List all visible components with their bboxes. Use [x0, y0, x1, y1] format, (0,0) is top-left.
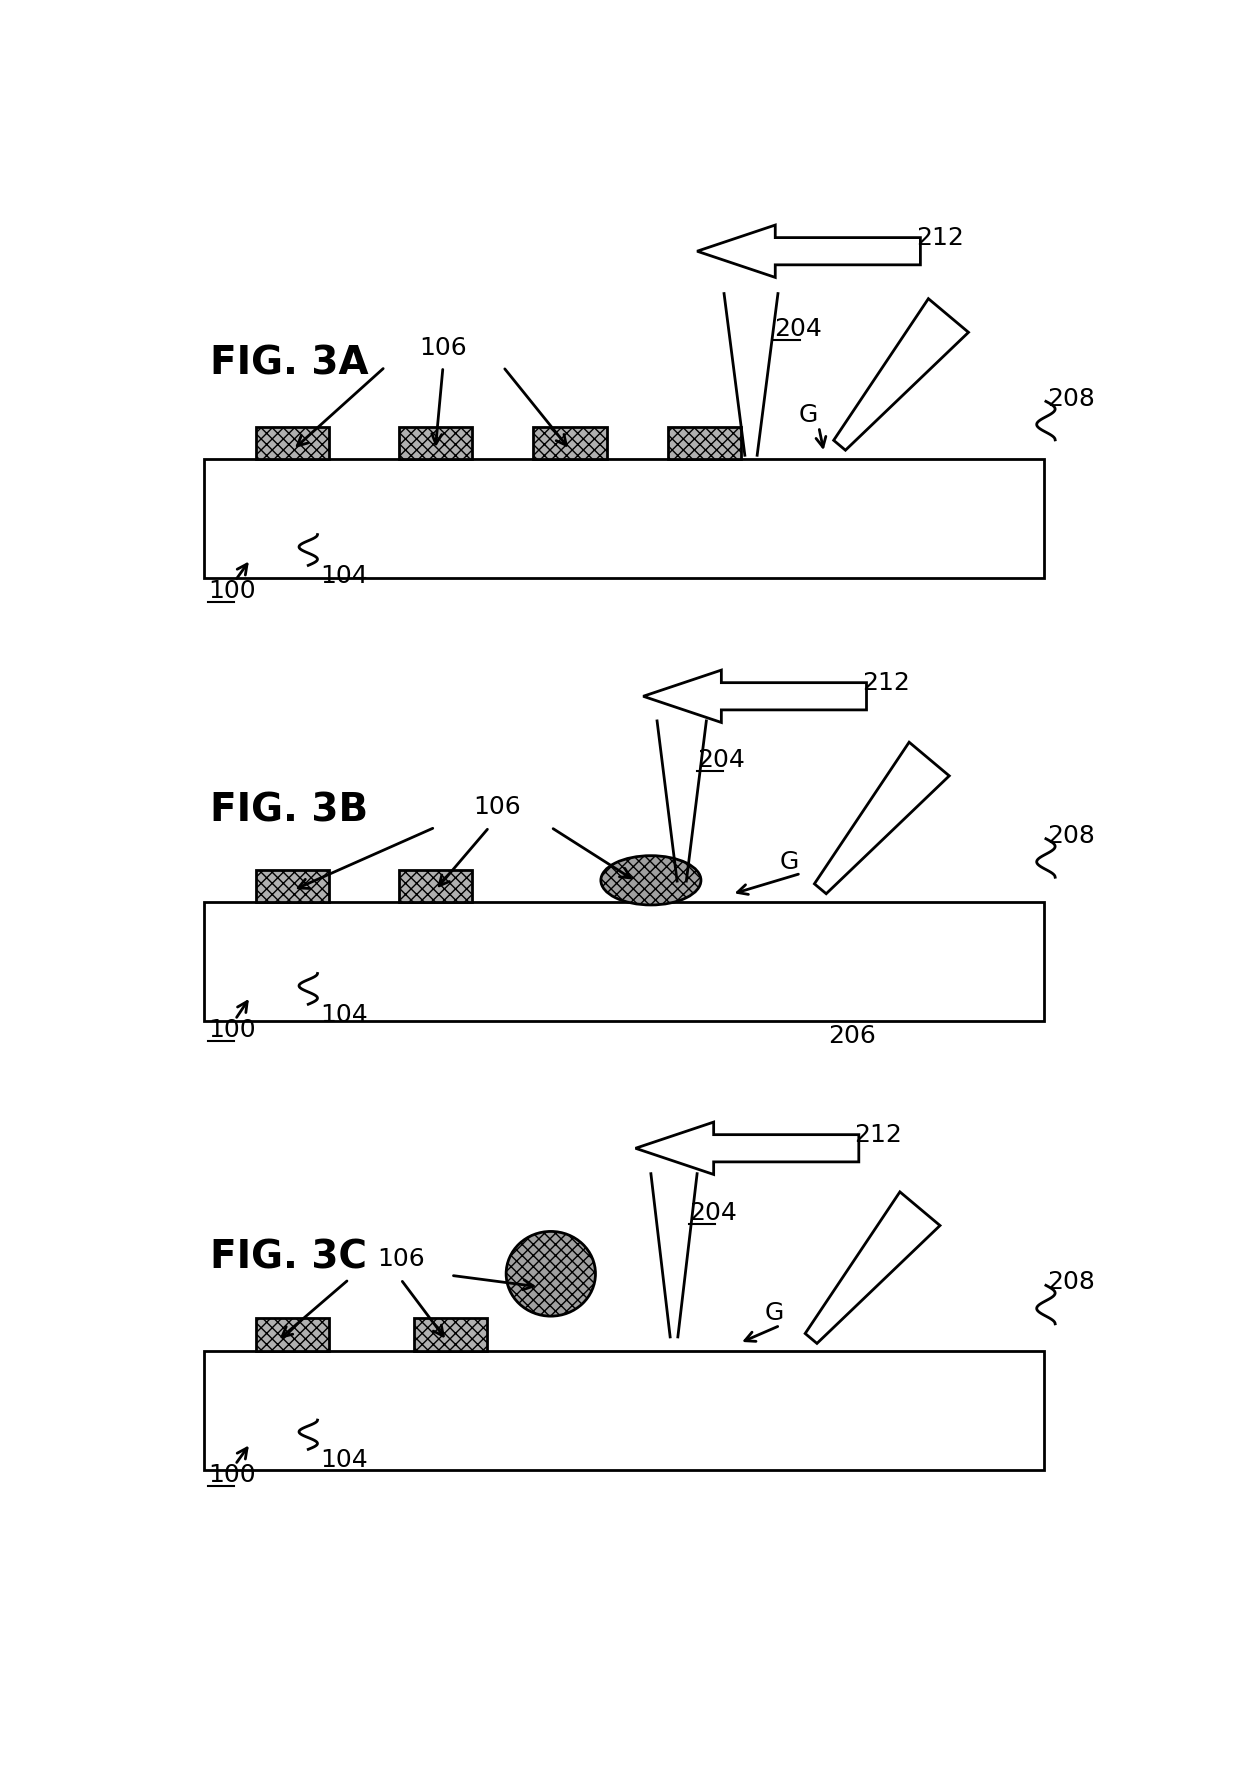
Text: 204: 204 [774, 317, 822, 342]
Text: 204: 204 [697, 748, 745, 773]
Bar [205, 902, 1044, 1022]
Polygon shape [644, 671, 867, 723]
Bar [257, 427, 330, 459]
Text: 208: 208 [1048, 824, 1095, 847]
Bar [399, 427, 472, 459]
Text: FIG. 3B: FIG. 3B [211, 790, 368, 829]
Polygon shape [697, 226, 920, 278]
Ellipse shape [506, 1232, 595, 1317]
Polygon shape [805, 1193, 940, 1344]
Text: 206: 206 [828, 1023, 875, 1047]
Text: 104: 104 [320, 562, 367, 587]
Polygon shape [815, 742, 950, 894]
Text: 208: 208 [1048, 1269, 1095, 1294]
Bar [205, 459, 1044, 578]
Bar [533, 427, 606, 459]
Text: G: G [765, 1301, 784, 1324]
Text: 100: 100 [208, 578, 255, 603]
Text: G: G [799, 404, 818, 427]
Polygon shape [635, 1123, 859, 1175]
Bar [399, 870, 472, 902]
Text: 100: 100 [208, 1461, 255, 1486]
Text: 104: 104 [320, 1002, 367, 1025]
Text: 100: 100 [208, 1018, 255, 1041]
Text: 208: 208 [1048, 386, 1095, 409]
Bar [257, 1319, 330, 1351]
Text: 204: 204 [689, 1200, 738, 1225]
Bar [205, 1351, 1044, 1470]
Text: 104: 104 [320, 1447, 367, 1470]
Text: 212: 212 [862, 671, 910, 694]
Polygon shape [833, 299, 968, 450]
Ellipse shape [601, 856, 701, 906]
Text: 106: 106 [419, 336, 467, 360]
Bar [668, 427, 742, 459]
Text: 212: 212 [915, 226, 963, 251]
Text: 106: 106 [377, 1246, 424, 1271]
Text: FIG. 3C: FIG. 3C [211, 1237, 367, 1274]
Text: 106: 106 [472, 794, 521, 819]
Bar [257, 870, 330, 902]
Text: 212: 212 [854, 1123, 901, 1146]
Text: G: G [780, 849, 799, 874]
Bar [414, 1319, 487, 1351]
Text: FIG. 3A: FIG. 3A [211, 345, 370, 383]
